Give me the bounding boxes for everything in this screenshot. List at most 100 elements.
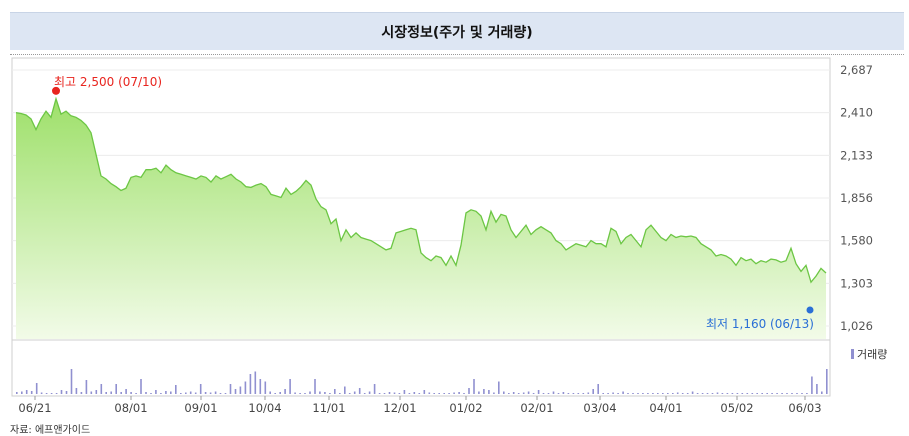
volume-bar (249, 374, 252, 394)
volume-bar (209, 392, 212, 394)
volume-bar (309, 391, 311, 394)
x-tick-label: 08/01 (114, 401, 147, 415)
volume-bar (95, 390, 98, 394)
volume-bar (522, 392, 525, 394)
volume-bar (299, 393, 301, 394)
x-tick-label: 12/01 (383, 401, 416, 415)
volume-bar (607, 393, 609, 394)
volume-bar (582, 393, 585, 394)
volume-bar (676, 392, 679, 394)
volume-bar (826, 369, 828, 394)
volume-bar (254, 371, 257, 394)
volume-bar (344, 386, 346, 394)
volume-bar (75, 388, 78, 394)
volume-bar (120, 392, 122, 394)
volume-bar (219, 393, 222, 394)
volume-bar (115, 384, 117, 394)
x-tick-label: 09/01 (184, 401, 217, 415)
volume-bar (130, 392, 132, 394)
price-area (16, 98, 826, 339)
volume-bar (284, 389, 286, 394)
volume-bar (363, 393, 366, 394)
volume-bar (25, 390, 28, 394)
volume-bar (517, 393, 520, 394)
volume-bar (348, 393, 351, 394)
volume-bar (324, 392, 326, 394)
volume-bar (40, 392, 43, 394)
volume-bar (180, 393, 182, 394)
volume-bar (418, 393, 421, 394)
volume-bar (681, 393, 684, 394)
volume-bar (801, 393, 803, 394)
volume-bar (706, 393, 709, 394)
min-marker (806, 306, 814, 314)
volume-bar (473, 379, 475, 394)
volume-bar (453, 392, 455, 394)
volume-bar (562, 392, 565, 394)
volume-bar (339, 393, 341, 394)
volume-bar (90, 391, 93, 394)
volume-bar (373, 384, 376, 394)
volume-bar (488, 390, 490, 394)
x-tick-label: 10/04 (248, 401, 281, 415)
y-tick-label: 1,580 (840, 234, 873, 248)
volume-bar (542, 393, 545, 394)
volume-bar (140, 379, 142, 394)
volume-bar (214, 391, 217, 394)
volume-bar (478, 391, 480, 394)
volume-bar (756, 393, 758, 394)
volume-bar (796, 393, 798, 394)
volume-bar (711, 393, 714, 394)
volume-bar (393, 392, 396, 394)
y-tick-label: 2,133 (840, 148, 873, 162)
x-tick-label: 03/04 (583, 401, 616, 415)
volume-bar (85, 380, 88, 394)
volume-bar (597, 384, 599, 394)
volume-bar (592, 389, 594, 394)
volume-bar (334, 389, 336, 394)
header-divider (10, 54, 904, 55)
volume-bar (70, 369, 73, 394)
volume-bar (165, 391, 167, 394)
volume-bar (378, 393, 381, 394)
volume-bar (657, 393, 659, 394)
volume-bar (781, 393, 783, 394)
volume-bar (30, 391, 33, 394)
volume-bar (21, 391, 23, 394)
volume-bar (175, 385, 177, 394)
volume-bar (368, 391, 371, 394)
volume-bar (806, 393, 808, 394)
volume-bar (652, 393, 654, 394)
volume-bar (358, 388, 361, 394)
volume-bar (741, 393, 744, 394)
volume-bar (532, 393, 535, 394)
volume-bar (229, 384, 232, 394)
volume-bar (244, 381, 247, 394)
volume-bar (567, 393, 570, 394)
volume-bar (413, 392, 416, 394)
volume-bar (632, 393, 634, 394)
volume-legend-swatch (851, 349, 854, 359)
volume-bar (647, 393, 649, 394)
volume-bar (612, 392, 614, 394)
volume-bar (587, 392, 590, 394)
volume-bar (701, 393, 704, 394)
volume-bar (294, 392, 296, 394)
volume-bar (761, 393, 763, 394)
x-tick-label: 06/03 (788, 401, 821, 415)
volume-bar (259, 379, 262, 394)
volume-bar (110, 391, 112, 394)
volume-bar (547, 393, 550, 394)
volume-bar (194, 392, 197, 394)
volume-bar (185, 392, 187, 394)
x-tick-label: 11/01 (312, 401, 345, 415)
x-tick-label: 02/01 (520, 401, 553, 415)
price-line (15, 96, 827, 284)
volume-bar (224, 393, 227, 394)
volume-bar (383, 393, 386, 394)
volume-bar (100, 384, 103, 394)
volume-bar (811, 376, 813, 394)
volume-bar (408, 393, 411, 394)
volume-bar (721, 393, 724, 394)
